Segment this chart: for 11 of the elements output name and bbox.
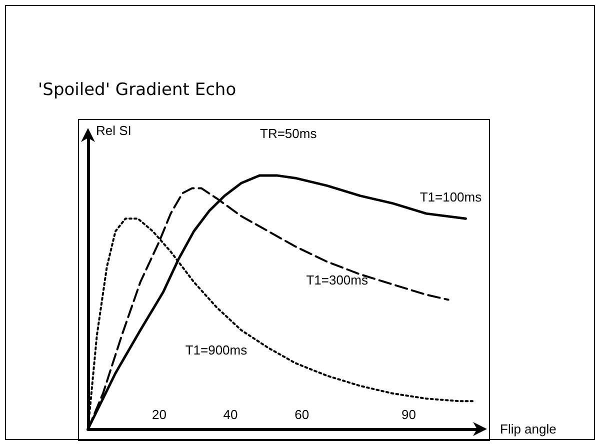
y-axis-title: Rel SI: [96, 123, 132, 138]
x-axis-title: Flip angle: [500, 422, 556, 436]
series-label: T1=300ms: [306, 272, 368, 288]
x-tick-label: 40: [223, 407, 238, 422]
chart-title: 'Spoiled' Gradient Echo: [38, 80, 236, 100]
series-label: T1=100ms: [420, 189, 482, 204]
x-tick-label: 60: [294, 407, 310, 422]
x-tick-label: 20: [152, 407, 167, 422]
x-tick-label: 90: [401, 407, 416, 422]
series-label: T1=900ms: [185, 342, 248, 358]
text: TR=50ms: [260, 126, 318, 141]
